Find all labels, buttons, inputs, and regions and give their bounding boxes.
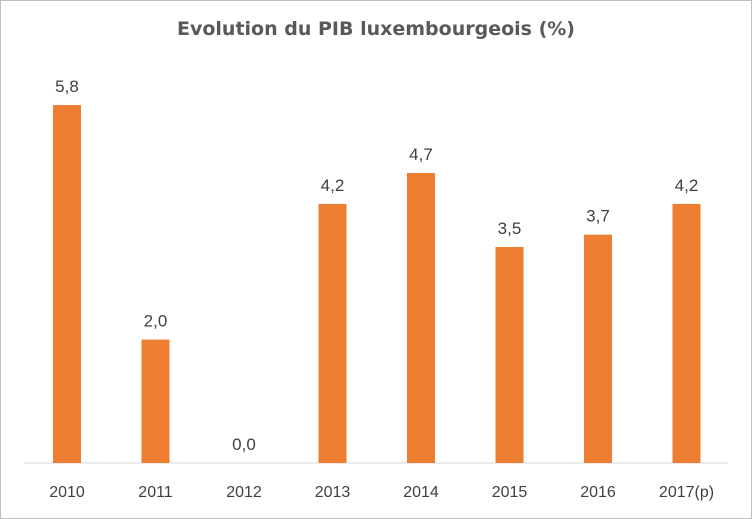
bar-2010 <box>53 105 81 463</box>
bars-group <box>53 105 701 463</box>
data-label-2015: 3,5 <box>498 219 522 238</box>
bar-2015 <box>495 247 524 463</box>
bar-2013 <box>318 203 347 463</box>
x-tick-labels-group: 2010 2011 2012 2013 2014 2015 2016 2017(p) <box>49 484 714 501</box>
bar-2011 <box>141 339 170 463</box>
x-tick-label-2017(p): 2017(p) <box>659 484 714 501</box>
bar-2016 <box>584 234 612 463</box>
data-label-2014: 4,7 <box>409 145 433 164</box>
data-labels-group: 5,8 2,0 0,0 4,2 4,7 3,5 3,7 4,2 <box>55 77 698 454</box>
x-tick-label-2015: 2015 <box>492 484 528 501</box>
data-label-2013: 4,2 <box>321 176 345 195</box>
chart-title: Evolution du PIB luxembourgeois (%) <box>177 18 575 40</box>
x-tick-label-2011: 2011 <box>138 484 173 501</box>
bar-2017(p) <box>672 203 701 463</box>
data-label-2016: 3,7 <box>586 207 610 226</box>
x-tick-label-2013: 2013 <box>315 484 351 501</box>
x-tick-label-2010: 2010 <box>49 484 85 501</box>
x-tick-label-2016: 2016 <box>580 484 616 501</box>
data-label-2012: 0,0 <box>232 435 256 454</box>
x-tick-label-2014: 2014 <box>403 484 439 501</box>
x-tick-label-2012: 2012 <box>226 484 262 501</box>
data-label-2011: 2,0 <box>144 312 168 331</box>
bar-2014 <box>407 173 435 463</box>
data-label-2010: 5,8 <box>55 77 79 96</box>
data-label-2017(p): 4,2 <box>675 176 699 195</box>
